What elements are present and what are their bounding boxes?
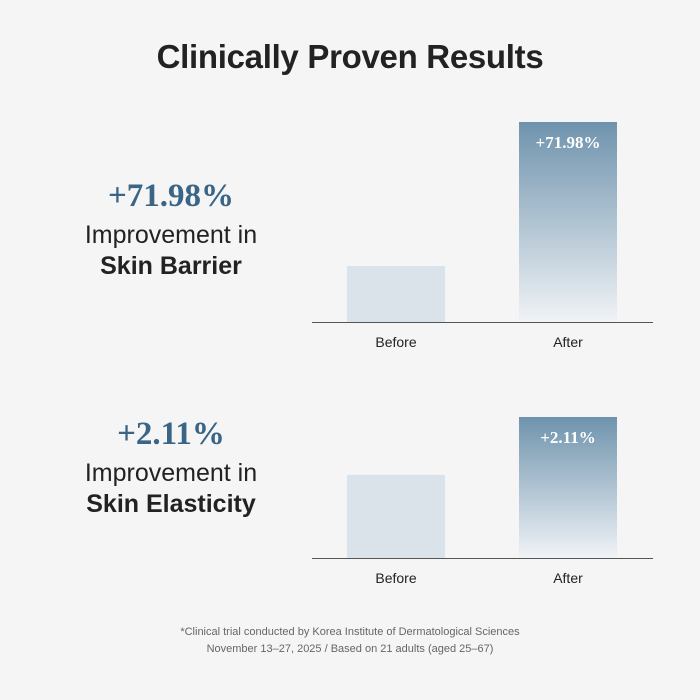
elasticity-caption-line1: Improvement in	[84, 459, 258, 487]
elasticity-caption-line2: Skin Elasticity	[86, 490, 256, 518]
category-label-after: After	[553, 570, 583, 586]
category-label-before: Before	[375, 334, 416, 350]
elasticity-summary: +2.11% Improvement in Skin Elasticity	[40, 416, 302, 519]
barrier-bar-chart: Before +71.98% After	[312, 122, 653, 350]
elasticity-bar-chart: Before +2.11% After	[312, 417, 653, 586]
footnote-line2: November 13–27, 2025 / Based on 21 adult…	[206, 643, 494, 655]
bar-value-label: +71.98%	[536, 133, 601, 152]
barrier-result-panel: +71.98% Improvement in Skin Barrier Befo…	[0, 110, 700, 350]
footnote: *Clinical trial conducted by Korea Insti…	[0, 624, 700, 658]
bar-after	[519, 122, 617, 322]
barrier-percent: +71.98%	[107, 178, 235, 214]
elasticity-result-panel: +2.11% Improvement in Skin Elasticity Be…	[0, 402, 700, 622]
bar-after	[519, 417, 617, 558]
elasticity-percent: +2.11%	[117, 416, 225, 452]
page-title: Clinically Proven Results	[156, 38, 544, 75]
category-label-before: Before	[375, 570, 416, 586]
barrier-caption-line1: Improvement in	[84, 221, 258, 249]
footnote-line1: *Clinical trial conducted by Korea Insti…	[180, 626, 520, 638]
category-label-after: After	[553, 334, 583, 350]
barrier-summary: +71.98% Improvement in Skin Barrier	[40, 178, 302, 281]
barrier-caption-line2: Skin Barrier	[100, 252, 242, 280]
bar-before	[347, 266, 445, 322]
bar-value-label: +2.11%	[540, 428, 596, 447]
bar-before	[347, 474, 445, 558]
